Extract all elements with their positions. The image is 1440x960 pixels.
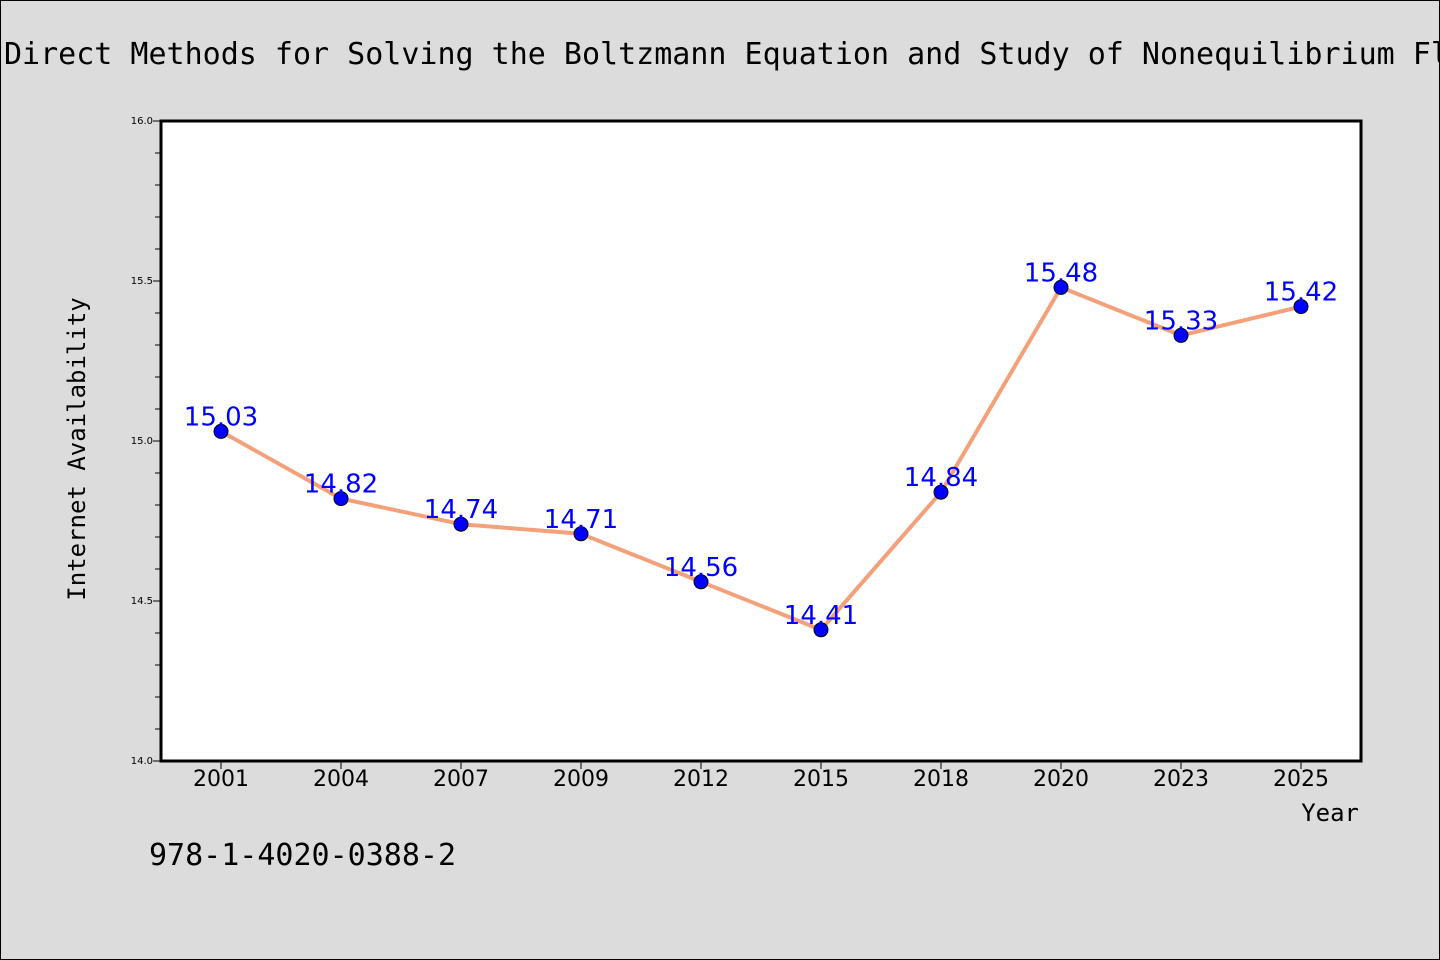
series-line [219, 285, 1303, 632]
data-labels: 15.03 14.82 14.74 14.71 14.56 14.41 14.84 15.48… [184, 258, 1338, 630]
x-tick-label: 2012 [673, 767, 729, 792]
data-label: 15.03 [184, 402, 258, 432]
x-tick-label: 2025 [1273, 767, 1329, 792]
isbn-annotation: 978-1-4020-0388-2 [149, 838, 456, 873]
data-label: 15.42 [1264, 278, 1338, 308]
x-tick-label: 2018 [913, 767, 969, 792]
y-tick-label: 14.0 [131, 756, 153, 767]
chart-title: Direct Methods for Solving the Boltzmann… [4, 37, 1439, 72]
data-point [573, 526, 589, 542]
plot-frame [159, 119, 1363, 763]
x-tick-label: 2023 [1153, 767, 1209, 792]
data-label: 14.56 [664, 553, 738, 583]
data-label: 15.48 [1024, 258, 1098, 288]
data-label: 15.33 [1144, 306, 1218, 336]
x-axis: 2001 2004 2007 2009 2012 2015 2018 2020 2023 2025 [193, 761, 1329, 792]
y-axis: 14.0 14.5 15.0 15.5 16.0 [131, 116, 161, 767]
x-tick-label: 2020 [1033, 767, 1089, 792]
data-point [333, 491, 349, 507]
y-tick-label: 16.0 [131, 116, 153, 127]
data-point [213, 423, 229, 439]
data-point [693, 574, 709, 590]
data-label: 14.71 [544, 505, 618, 535]
data-label: 14.82 [304, 470, 378, 500]
data-label: 14.74 [424, 495, 498, 525]
data-point [453, 516, 469, 532]
x-tick-label: 2009 [553, 767, 609, 792]
x-axis-label: Year [1301, 799, 1359, 827]
data-point [933, 484, 949, 500]
x-tick-label: 2001 [193, 767, 249, 792]
x-tick-label: 2007 [433, 767, 489, 792]
x-tick-label: 2015 [793, 767, 849, 792]
plot-area [161, 121, 1361, 761]
y-tick-label: 15.5 [131, 276, 153, 287]
data-label: 14.84 [904, 463, 978, 493]
data-markers [213, 279, 1309, 638]
data-point [1293, 299, 1309, 315]
x-tick-label: 2004 [313, 767, 369, 792]
y-tick-label: 14.5 [131, 596, 153, 607]
y-axis-label: Internet Availability [63, 297, 91, 600]
y-tick-label: 15.0 [131, 436, 153, 447]
data-label: 14.41 [784, 601, 858, 631]
data-point [813, 622, 829, 638]
data-point [1053, 279, 1069, 295]
data-point [1173, 327, 1189, 343]
